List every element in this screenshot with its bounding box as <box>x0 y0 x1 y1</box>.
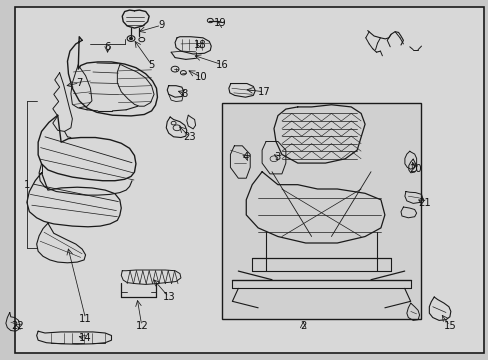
Text: 9: 9 <box>158 20 164 30</box>
Text: 15: 15 <box>443 321 455 331</box>
Text: 16: 16 <box>216 60 228 70</box>
Text: 6: 6 <box>104 42 111 52</box>
Text: 3: 3 <box>274 152 280 162</box>
Text: 13: 13 <box>162 292 175 302</box>
Text: 20: 20 <box>408 164 421 174</box>
Text: 17: 17 <box>257 87 270 97</box>
Text: 2: 2 <box>299 321 306 331</box>
Circle shape <box>129 37 132 40</box>
Text: 14: 14 <box>79 333 92 343</box>
Text: 1: 1 <box>23 180 30 190</box>
Text: 12: 12 <box>135 321 148 331</box>
Text: 11: 11 <box>79 314 92 324</box>
Text: 5: 5 <box>148 60 155 70</box>
Text: 23: 23 <box>183 132 196 142</box>
Text: 8: 8 <box>182 89 187 99</box>
Text: 10: 10 <box>195 72 207 82</box>
Text: 19: 19 <box>213 18 226 28</box>
Text: 4: 4 <box>242 152 248 162</box>
Text: 7: 7 <box>76 78 83 88</box>
Text: 22: 22 <box>12 321 24 331</box>
Text: 18: 18 <box>194 40 206 50</box>
Text: 21: 21 <box>417 198 430 208</box>
Bar <box>222 103 420 319</box>
